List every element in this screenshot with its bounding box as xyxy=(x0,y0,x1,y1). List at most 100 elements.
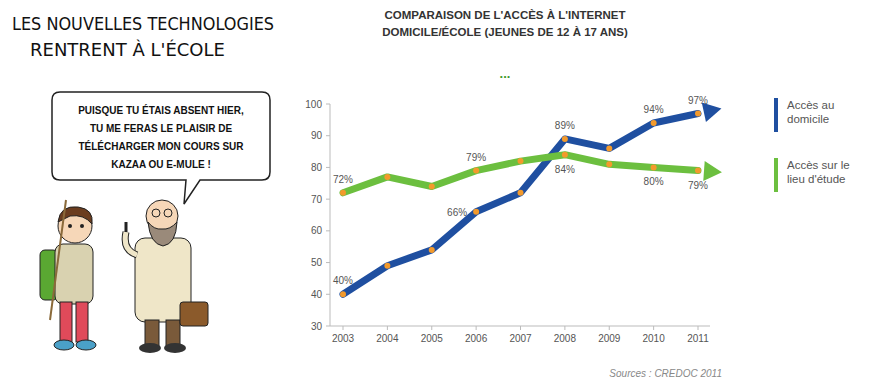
point xyxy=(695,111,701,117)
chart-subtitle: ... xyxy=(500,66,511,81)
y-tick xyxy=(326,167,330,168)
eye xyxy=(80,224,84,228)
x-tick xyxy=(387,326,388,330)
data-label: 84% xyxy=(555,164,575,175)
arm xyxy=(125,232,137,255)
legend-swatch xyxy=(774,158,778,192)
x-tick-label: 2009 xyxy=(598,333,621,344)
y-tick-label: 100 xyxy=(305,99,322,110)
glasses xyxy=(164,209,172,217)
x-tick xyxy=(431,326,432,330)
beard xyxy=(148,222,177,246)
x-tick-label: 2008 xyxy=(554,333,577,344)
glasses xyxy=(152,209,160,217)
y-tick-label: 50 xyxy=(311,257,323,268)
series-line xyxy=(343,114,698,295)
plot-area xyxy=(340,103,722,297)
x-tick xyxy=(653,326,654,330)
point xyxy=(340,190,346,196)
data-label: 79% xyxy=(466,152,486,163)
x-tick xyxy=(564,326,565,330)
legend-label: Accès sur le lieu d'étude xyxy=(787,159,850,185)
shoe xyxy=(76,340,96,350)
point xyxy=(429,247,435,253)
data-labels: 40%66%89%94%97%72%79%84%80%79% xyxy=(333,95,708,287)
y-axis xyxy=(330,104,331,326)
y-tick xyxy=(326,262,330,263)
data-label: 66% xyxy=(447,207,467,218)
briefcase xyxy=(180,302,208,326)
y-tick-label: 80 xyxy=(311,162,323,173)
eye xyxy=(68,224,72,228)
legend-line: Accès au xyxy=(787,99,834,111)
cartoon-caption: LES NOUVELLES TECHNOLOGIES xyxy=(12,13,274,34)
point xyxy=(340,291,346,297)
student-body xyxy=(55,244,93,304)
arrow-head xyxy=(703,161,722,181)
x-tick xyxy=(520,326,521,330)
cartoon: LES NOUVELLES TECHNOLOGIES RENTRENT À L'É… xyxy=(12,13,274,353)
point xyxy=(695,168,701,174)
point xyxy=(384,174,390,180)
chart: COMPARAISON DE L'ACCÈS À L'INTERNET DOMIC… xyxy=(305,9,849,379)
point xyxy=(651,120,657,126)
y-tick xyxy=(326,104,330,105)
arrow-head xyxy=(702,103,722,122)
data-label: 97% xyxy=(688,95,708,106)
data-label: 89% xyxy=(555,120,575,131)
x-tick-label: 2006 xyxy=(465,333,488,344)
x-tick-label: 2007 xyxy=(509,333,532,344)
data-label: 40% xyxy=(333,275,353,286)
student-leg xyxy=(60,302,72,342)
y-tick xyxy=(326,230,330,231)
series-line xyxy=(343,155,698,193)
y-tick-label: 30 xyxy=(311,321,323,332)
y-tick xyxy=(326,199,330,200)
legend-line: domicile xyxy=(787,113,829,125)
point xyxy=(651,164,657,170)
speech-text: KAZAA OU E-MULE ! xyxy=(111,159,211,170)
point xyxy=(473,209,479,215)
chart-title: COMPARAISON DE L'ACCÈS À L'INTERNET xyxy=(384,9,625,21)
legend-line: Accès sur le xyxy=(787,159,850,171)
x-tick-label: 2005 xyxy=(421,333,444,344)
point xyxy=(384,263,390,269)
cartoon-caption: RENTRENT À L'ÉCOLE xyxy=(30,39,225,60)
x-tick-label: 2011 xyxy=(687,333,709,344)
speech-bubble xyxy=(52,92,270,204)
legend-label: Accès au domicile xyxy=(787,99,834,125)
point xyxy=(606,161,612,167)
legend: Accès au domicile Accès sur le lieu d'étude xyxy=(774,98,850,192)
shoe xyxy=(164,343,186,353)
point xyxy=(518,190,524,196)
y-tick-label: 90 xyxy=(311,130,323,141)
point xyxy=(562,152,568,158)
data-label: 94% xyxy=(644,104,664,115)
speech-text: PUISQUE TU ÉTAIS ABSENT HIER, xyxy=(78,104,244,116)
point xyxy=(562,136,568,142)
arm xyxy=(125,232,137,255)
speech-text: TU ME FERAS LE PLAISIR DE xyxy=(90,123,233,134)
page: LES NOUVELLES TECHNOLOGIES RENTRENT À L'É… xyxy=(0,0,874,384)
legend-swatch xyxy=(774,98,778,132)
legend-line: lieu d'étude xyxy=(787,173,845,185)
y-tick-label: 40 xyxy=(311,289,323,300)
finger xyxy=(125,222,128,232)
chart-title: DOMICILE/ÉCOLE (JEUNES DE 12 À 17 ANS) xyxy=(382,26,628,38)
y-tick xyxy=(326,294,330,295)
x-tick xyxy=(609,326,610,330)
point xyxy=(606,145,612,151)
shoe xyxy=(139,343,161,353)
point xyxy=(429,183,435,189)
data-label: 72% xyxy=(333,174,353,185)
y-tick xyxy=(326,326,330,327)
x-tick xyxy=(698,326,699,330)
x-tick-label: 2004 xyxy=(376,333,399,344)
x-tick-label: 2003 xyxy=(332,333,355,344)
teacher-leg xyxy=(145,320,159,346)
teacher-leg xyxy=(166,320,180,346)
y-tick xyxy=(326,135,330,136)
source: Sources : CREDOC 2011 xyxy=(609,368,722,379)
student-leg xyxy=(76,302,88,342)
x-tick-label: 2010 xyxy=(643,333,666,344)
